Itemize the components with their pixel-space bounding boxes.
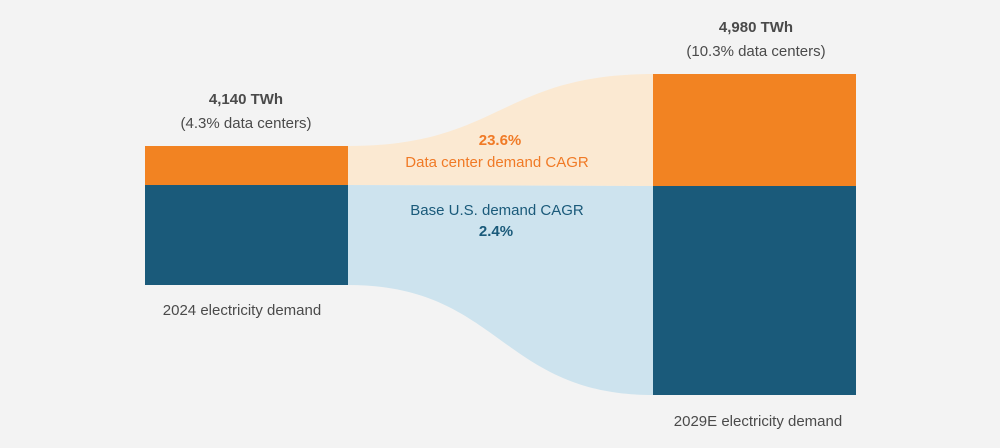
data-center-cagr-label: Data center demand CAGR <box>405 154 589 171</box>
right-total-label: 4,980 TWh <box>718 19 794 36</box>
left-data-center-bar <box>145 146 348 185</box>
right-share-label: (10.3% data centers) <box>686 43 826 60</box>
left-total-label: 4,140 TWh <box>208 91 284 108</box>
left-base-bar <box>145 185 348 285</box>
right-base-bar <box>653 186 856 395</box>
right-data-center-bar <box>653 74 856 186</box>
base-flow <box>348 185 653 395</box>
data-center-flow <box>348 74 653 186</box>
base-cagr-value: 2.4% <box>478 223 514 240</box>
left-share-label: (4.3% data centers) <box>180 115 312 132</box>
data-center-cagr-value: 23.6% <box>478 132 522 149</box>
left-node-label: 2024 electricity demand <box>162 302 322 319</box>
base-cagr-label: Base U.S. demand CAGR <box>410 202 584 219</box>
right-node-label: 2029E electricity demand <box>673 413 843 430</box>
